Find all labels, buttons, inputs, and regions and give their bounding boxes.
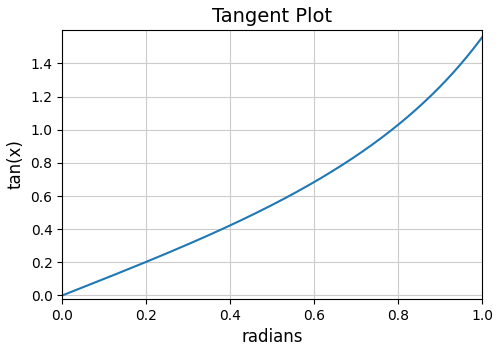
X-axis label: radians: radians — [242, 328, 303, 346]
Title: Tangent Plot: Tangent Plot — [212, 7, 332, 26]
Y-axis label: tan(x): tan(x) — [7, 139, 25, 190]
